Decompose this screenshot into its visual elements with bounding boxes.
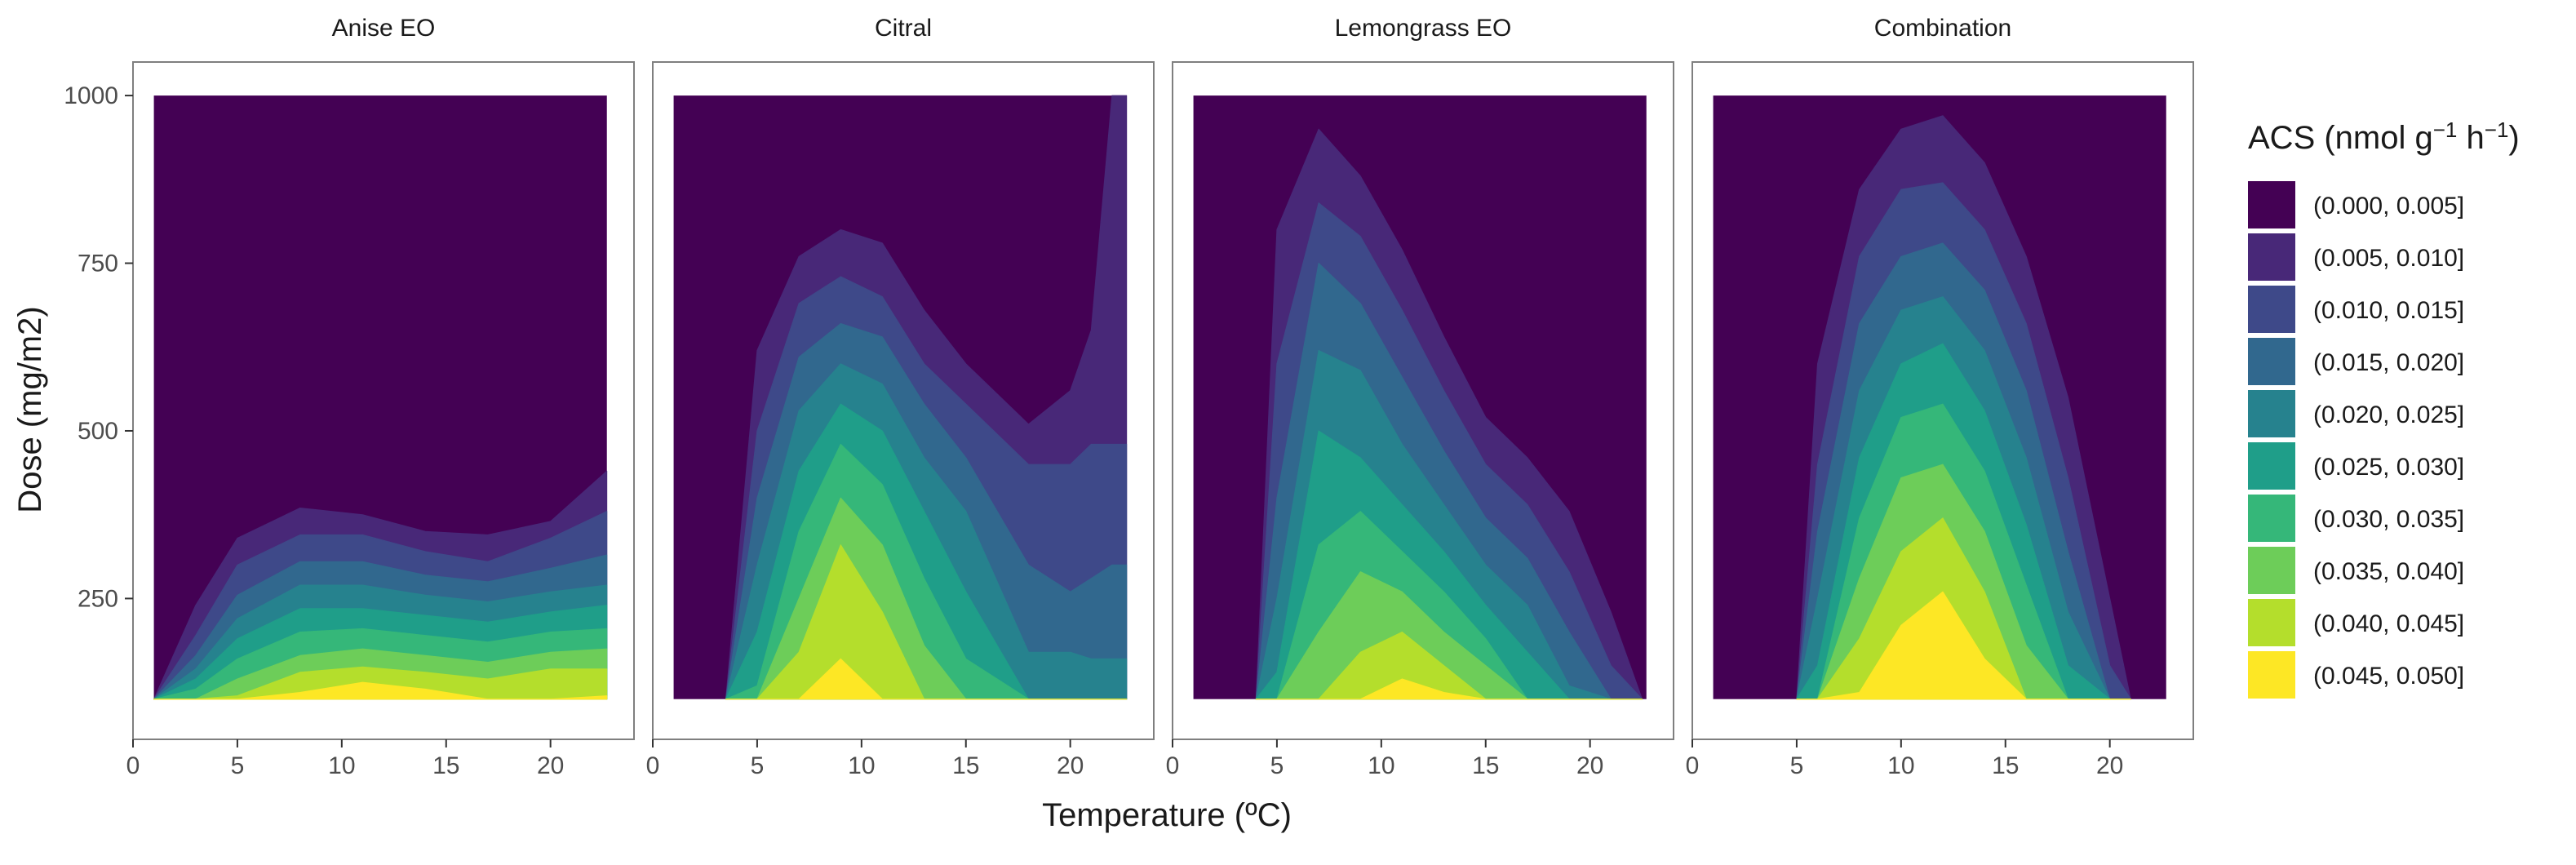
legend-label: (0.025, 0.030] xyxy=(2313,454,2464,481)
legend-swatch xyxy=(2248,390,2295,437)
x-axis-label: Temperature (ºC) xyxy=(1042,797,1292,833)
x-tick-label: 0 xyxy=(646,752,660,779)
contour-band-9 xyxy=(725,658,1128,700)
x-tick-label: 0 xyxy=(1166,752,1180,779)
x-tick-label: 15 xyxy=(952,752,979,779)
panel-title: Anise EO xyxy=(332,15,436,42)
y-tick-label: 500 xyxy=(78,418,118,445)
x-tick-label: 5 xyxy=(1790,752,1804,779)
panel-border xyxy=(1691,61,2194,740)
contour-band-10 xyxy=(153,686,608,700)
y-tick-label: 250 xyxy=(78,585,118,612)
x-tick-label: 10 xyxy=(1368,752,1394,779)
x-tick-label: 20 xyxy=(537,752,564,779)
legend-swatch xyxy=(2248,599,2295,646)
x-tick-label: 5 xyxy=(231,752,245,779)
panel-border xyxy=(1172,61,1674,740)
legend-swatch xyxy=(2248,233,2295,281)
contour-band-8 xyxy=(153,666,608,700)
legend-swatch xyxy=(2248,286,2295,333)
legend-item: (0.040, 0.045] xyxy=(2248,599,2464,646)
panel-2: Lemongrass EO 0 5 10 15 20 xyxy=(1166,15,1674,779)
legend-label: (0.020, 0.025] xyxy=(2313,401,2464,428)
legend-item: (0.030, 0.035] xyxy=(2248,495,2464,542)
panel-title: Combination xyxy=(1874,15,2011,42)
x-tick-label: 15 xyxy=(1472,752,1499,779)
x-tick-label: 15 xyxy=(1992,752,2019,779)
x-tick-label: 5 xyxy=(751,752,765,779)
legend-label: (0.040, 0.045] xyxy=(2313,610,2464,637)
legend-swatch xyxy=(2248,442,2295,490)
legend-item: (0.005, 0.010] xyxy=(2248,233,2464,281)
x-tick-label: 0 xyxy=(1686,752,1700,779)
legend: ACS (nmol g−1 h−1) (0.000, 0.005] (0.005, … xyxy=(2248,118,2520,699)
x-tick-label: 20 xyxy=(1576,752,1603,779)
legend-label: (0.000, 0.005] xyxy=(2313,193,2464,220)
legend-item: (0.000, 0.005] xyxy=(2248,181,2464,228)
x-tick-label: 0 xyxy=(126,752,140,779)
panel-border xyxy=(132,61,635,740)
legend-swatch xyxy=(2248,338,2295,385)
x-tick-label: 20 xyxy=(2096,752,2123,779)
panel-3: Combination 0 5 10 15 20 xyxy=(1686,15,2194,779)
panel-1: Citral 0 5 10 15 20 xyxy=(646,15,1155,779)
x-tick-label: 10 xyxy=(848,752,875,779)
legend-label: (0.005, 0.010] xyxy=(2313,245,2464,272)
panel-0: Anise EO 0 5 10 15 20 250 500 750 1000 xyxy=(64,15,635,779)
legend-swatch xyxy=(2248,651,2295,699)
legend-item: (0.020, 0.025] xyxy=(2248,390,2464,437)
legend-label: (0.015, 0.020] xyxy=(2313,349,2464,376)
legend-item: (0.010, 0.015] xyxy=(2248,286,2464,333)
legend-item: (0.035, 0.040] xyxy=(2248,547,2464,594)
legend-label: (0.030, 0.035] xyxy=(2313,506,2464,533)
legend-item: (0.025, 0.030] xyxy=(2248,442,2464,490)
x-tick-label: 15 xyxy=(432,752,459,779)
contour-band-9 xyxy=(1255,678,1643,700)
legend-item: (0.015, 0.020] xyxy=(2248,338,2464,385)
legend-swatch xyxy=(2248,547,2295,594)
legend-label: (0.045, 0.050] xyxy=(2313,663,2464,690)
legend-swatch xyxy=(2248,495,2295,542)
contour-band-10 xyxy=(1796,692,2131,700)
panel-title: Citral xyxy=(875,15,932,42)
x-tick-label: 10 xyxy=(1887,752,1914,779)
legend-label: (0.035, 0.040] xyxy=(2313,558,2464,585)
x-tick-label: 10 xyxy=(328,752,355,779)
x-tick-label: 20 xyxy=(1057,752,1084,779)
y-tick-label: 1000 xyxy=(64,82,118,109)
legend-swatch xyxy=(2248,181,2295,228)
legend-title: ACS (nmol g−1 h−1) xyxy=(2248,118,2520,156)
panel-border xyxy=(652,61,1155,740)
panel-title: Lemongrass EO xyxy=(1335,15,1512,42)
legend-label: (0.010, 0.015] xyxy=(2313,297,2464,324)
y-tick-label: 750 xyxy=(78,251,118,277)
legend-item: (0.045, 0.050] xyxy=(2248,651,2464,699)
y-axis-label: Dose (mg/m2) xyxy=(12,306,48,512)
x-tick-label: 5 xyxy=(1270,752,1284,779)
